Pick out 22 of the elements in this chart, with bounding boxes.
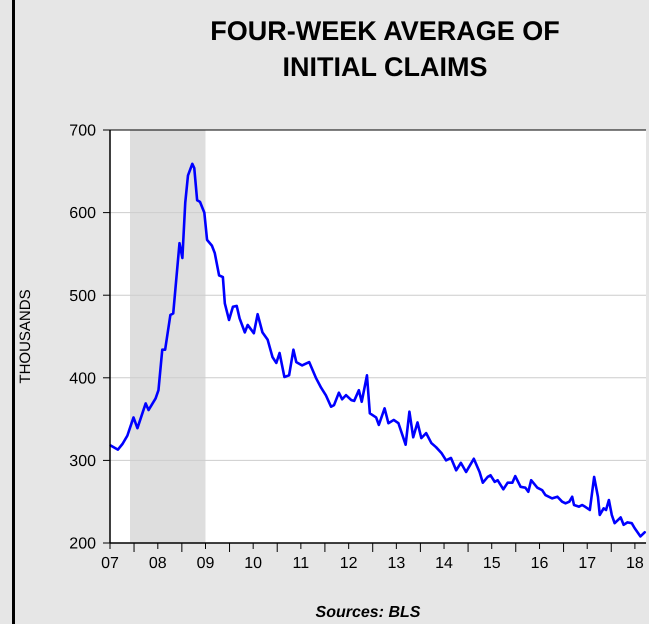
y-tick-label: 500 — [69, 288, 96, 305]
x-tick-label: 09 — [196, 555, 214, 572]
x-tick-label: 17 — [578, 555, 596, 572]
y-tick-label: 700 — [69, 122, 96, 140]
x-tick-label: 10 — [244, 555, 262, 572]
y-tick-label: 300 — [69, 453, 96, 470]
source-note: Sources: BLS — [316, 604, 421, 621]
y-tick-label: 600 — [69, 205, 96, 222]
x-tick-label: 18 — [626, 555, 644, 572]
x-tick-label: 14 — [435, 555, 454, 572]
x-tick-label: 08 — [148, 555, 167, 572]
x-tick-label: 12 — [340, 555, 358, 572]
x-tick-label: 15 — [482, 555, 501, 572]
y-tick-label: 400 — [69, 370, 96, 388]
y-tick-label: 200 — [69, 536, 96, 553]
x-tick-label: 16 — [530, 555, 549, 572]
x-tick-label: 07 — [101, 555, 119, 572]
x-tick-label: 11 — [292, 555, 310, 572]
y-axis-title: THOUSANDS — [17, 289, 34, 384]
line-series — [109, 162, 646, 538]
chart-title: FOUR-WEEK AVERAGE OF INITIAL CLAIMS — [210, 16, 560, 82]
x-tick-label: 13 — [387, 555, 406, 572]
